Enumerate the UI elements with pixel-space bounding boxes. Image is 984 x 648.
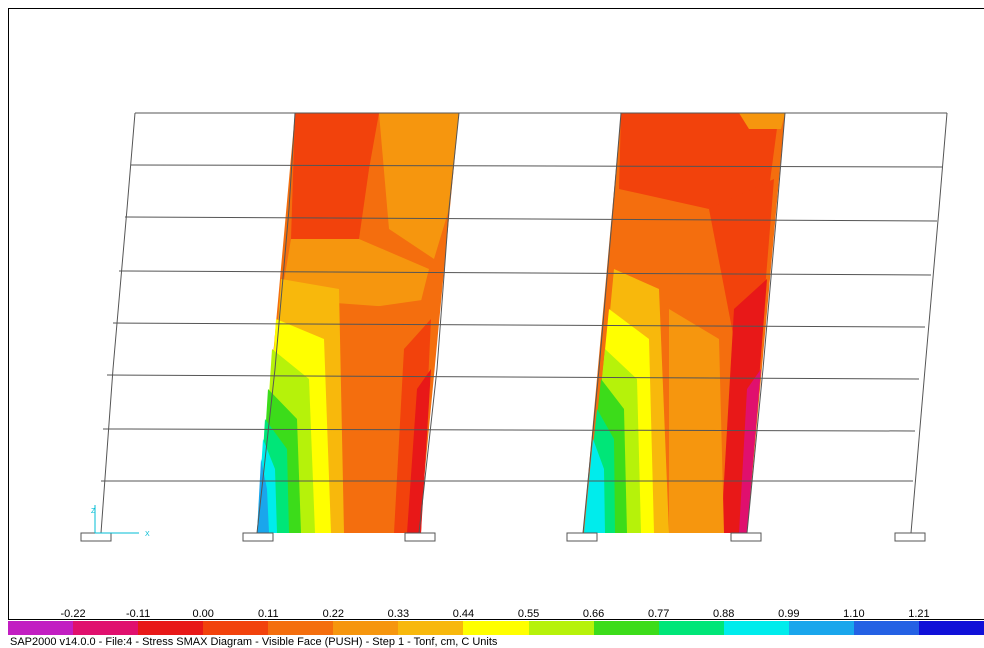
legend-swatch [723,621,789,635]
legend-tick-label: -0.22 [60,608,86,620]
legend-swatch [853,621,919,635]
axes-triad [94,505,139,534]
legend-tick-label: 0.11 [257,608,279,620]
legend-swatch [398,621,464,635]
legend-tick-label: 0.55 [517,608,540,620]
legend-swatch [8,621,74,635]
legend-tick-label: -0.11 [125,608,151,620]
shear-wall-2[interactable] [583,113,785,533]
legend-swatch [203,621,269,635]
legend-tick-label: 0.77 [647,608,670,620]
legend-tick-label: 1.10 [843,608,865,620]
legend-tick-label: 0.00 [192,608,214,620]
model-viewport[interactable]: Z X [8,8,984,620]
legend-swatch [463,621,529,635]
stress-color-legend [8,621,984,635]
legend-swatch [333,621,399,635]
legend-tick-label: 0.33 [387,608,410,620]
legend-tick-label: 0.44 [452,608,475,620]
base-supports [80,532,926,542]
status-bar: SAP2000 v14.0.0 - File:4 - Stress SMAX D… [10,636,498,648]
frame-grid [100,112,948,534]
axis-x-label: X [145,531,150,538]
axis-z-label: Z [91,508,96,515]
legend-swatch [788,621,854,635]
legend-swatch [593,621,659,635]
legend-swatch [918,621,984,635]
legend-tick-label: 0.88 [713,608,735,620]
legend-tick-label: 0.22 [322,608,345,620]
legend-swatch [658,621,724,635]
legend-swatch [268,621,334,635]
legend-tick-label: 0.66 [582,608,605,620]
legend-swatch [528,621,594,635]
shear-wall-1[interactable] [257,113,459,533]
legend-swatch [73,621,139,635]
legend-tick-label: 0.99 [778,608,800,620]
legend-tick-label: 1.21 [908,608,930,620]
frame-model-drawing[interactable]: Z X [9,9,984,609]
legend-tick-labels: -0.22 -0.11 0.00 0.11 0.22 0.33 0.44 0.55 0.66 0.… [8,609,984,621]
legend-swatch [138,621,204,635]
